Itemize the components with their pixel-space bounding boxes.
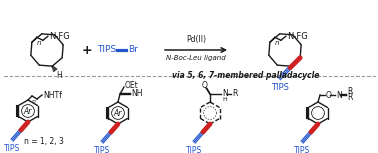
- Text: n: n: [274, 40, 279, 46]
- Text: N: N: [336, 91, 342, 99]
- Text: H: H: [56, 71, 62, 80]
- Text: N: N: [222, 90, 228, 99]
- Text: +: +: [82, 43, 92, 56]
- Text: N-FG: N-FG: [49, 32, 70, 41]
- Text: TIPS: TIPS: [4, 144, 20, 153]
- Text: NH: NH: [131, 89, 143, 98]
- Text: n: n: [32, 99, 36, 104]
- Text: TIPS: TIPS: [271, 83, 289, 92]
- Text: TIPS: TIPS: [186, 146, 202, 153]
- Text: TIPS: TIPS: [294, 146, 310, 153]
- Text: Pd(II): Pd(II): [186, 35, 206, 44]
- Text: H: H: [223, 97, 228, 102]
- Text: O: O: [202, 82, 208, 91]
- Text: OEt: OEt: [125, 82, 139, 91]
- Text: n: n: [37, 40, 41, 46]
- Text: NHTf: NHTf: [43, 91, 62, 99]
- Text: Ar: Ar: [24, 106, 32, 116]
- Text: Ar: Ar: [114, 108, 122, 118]
- Text: N-FG: N-FG: [287, 32, 308, 41]
- Text: TIPS: TIPS: [94, 146, 110, 153]
- Text: R: R: [232, 90, 237, 99]
- Text: TIPS: TIPS: [97, 45, 116, 54]
- Text: R: R: [347, 88, 352, 97]
- Text: Br: Br: [128, 45, 138, 54]
- Text: via 5, 6, 7-membered palladacycle: via 5, 6, 7-membered palladacycle: [172, 71, 320, 80]
- Text: O: O: [326, 91, 332, 99]
- Text: R: R: [347, 93, 352, 103]
- Text: N-Boc-Leu ligand: N-Boc-Leu ligand: [166, 55, 226, 61]
- Text: n = 1, 2, 3: n = 1, 2, 3: [24, 137, 64, 146]
